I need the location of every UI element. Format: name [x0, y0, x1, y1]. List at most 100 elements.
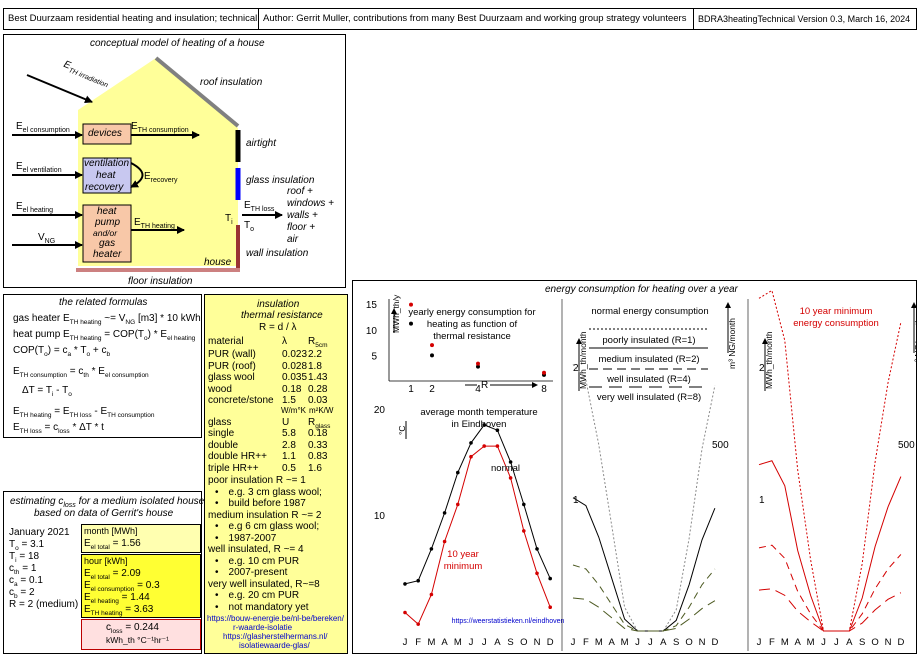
energy-line-2	[758, 544, 902, 632]
param-to: To = 3.1	[9, 539, 45, 552]
temp-point	[508, 476, 513, 480]
th-heating-label: ETH heating	[134, 217, 175, 230]
house-diagram	[12, 56, 283, 272]
link-1b[interactable]: r-waarde-isolatie	[233, 623, 293, 632]
temp-point	[416, 578, 420, 583]
bullet-icon: •	[215, 486, 219, 498]
note-bullet-item: • e.g 6 cm glass wool;	[215, 521, 319, 532]
scatter-y-tick: 15	[366, 300, 378, 311]
loss-target-5: air	[287, 234, 299, 245]
bullet-icon: •	[215, 498, 219, 509]
heatpump-line-3: and/or	[93, 228, 118, 238]
param-cth: cth = 1	[9, 563, 37, 576]
month-label: D	[711, 637, 718, 648]
recovery-arrow	[130, 162, 144, 188]
month-label: A	[795, 637, 802, 648]
month-label: M	[807, 637, 815, 648]
temp-point	[442, 511, 447, 515]
month-label: O	[871, 637, 878, 648]
temp-point	[429, 547, 434, 551]
note-bullet-item: • 2007-present	[215, 567, 287, 578]
glass-insulation-label: glass insulation	[246, 175, 315, 186]
month-label: M	[427, 637, 435, 648]
hour-label: hour [kWh]	[84, 556, 128, 566]
weather-link[interactable]: https://weerstatistieken.nl/eindhoven	[452, 618, 565, 625]
insulation-title-1: insulation	[257, 299, 300, 310]
month-label: A	[441, 637, 448, 648]
note-bullet-item: • e.g. 3 cm glass wool;	[215, 487, 322, 498]
closs-box: closs = 0.244 kWh_th °C⁻¹hr⁻¹	[81, 619, 201, 650]
material-row-3-col-0: wood	[208, 383, 232, 395]
glass-row-3-col-2: 1.6	[308, 462, 322, 474]
scatter-y-arrow-head	[391, 308, 397, 314]
ti-label: Ti	[225, 213, 233, 226]
roof-insulation-line	[154, 56, 240, 128]
loss-target-1: roof +	[287, 186, 313, 197]
scatter-point	[409, 302, 413, 307]
conceptual-model-panel: conceptual model of heating of a house	[3, 34, 346, 288]
temp-y-tick: 10	[374, 511, 386, 522]
note-heading: very well insulated, R~=8	[208, 579, 320, 590]
closs-unit: kWh_th °C⁻¹hr⁻¹	[106, 635, 169, 645]
t2-h-u: U	[282, 417, 290, 428]
glass-row-1-col-0: double	[208, 439, 239, 451]
temp-title-1: average month temperature	[420, 407, 537, 418]
material-row-3-col-2: 0.28	[308, 383, 328, 395]
month-label: O	[520, 637, 527, 648]
glass-row-0-col-1: 5.8	[282, 428, 296, 439]
energy-panel: energy consumption for heating over a ye…	[352, 280, 917, 654]
param-r: R = 2 (medium)	[9, 599, 79, 610]
energy-y-label: MWh_th/month	[764, 331, 774, 389]
heatpump-box	[82, 204, 132, 263]
link-2b[interactable]: isolatiewaarde-glas/	[239, 641, 310, 650]
energy-chart-title: 10 year minimum	[800, 306, 873, 317]
estimating-panel: estimating closs for a medium isolated h…	[3, 491, 204, 654]
link-2a[interactable]: https://glasherstelhermans.nl/	[223, 632, 328, 641]
house-label: house	[204, 257, 232, 268]
month-value: Eel total = 1.56	[84, 538, 141, 551]
t1-h-material: material	[208, 336, 244, 347]
month-label: A	[846, 637, 853, 648]
el-heating-label: Eel heating	[16, 201, 54, 214]
energy-chart-title: normal energy consumption	[591, 306, 708, 317]
note-bullet-item: • build before 1987	[215, 498, 306, 509]
month-label: J	[648, 637, 653, 648]
month-label: M	[621, 637, 629, 648]
material-row-4-col-0: concrete/stone	[208, 395, 274, 406]
header-version: BDRA3heatingTechnical Version 0.3, March…	[693, 8, 917, 30]
scatter-y-tick: 5	[371, 351, 377, 362]
glass-row-2-col-2: 0.83	[308, 451, 328, 462]
t2-h-r: Rglass	[308, 417, 331, 430]
glass-row-3-col-1: 0.5	[282, 462, 296, 474]
glass-row-2-col-0: double HR++	[208, 451, 267, 462]
insulation-title-2: thermal resistance	[241, 310, 323, 321]
month-label: S	[673, 637, 679, 648]
model-title: conceptual model of heating of a house	[90, 38, 265, 49]
month-label: A	[494, 637, 501, 648]
scatter-title: heating as function of	[427, 319, 518, 330]
glass-row-0-col-0: single	[208, 428, 235, 439]
link-1a[interactable]: https://bouw-energie.be/nl-be/bereken/	[207, 614, 344, 623]
material-row-2-col-1: 0.035	[282, 372, 308, 383]
scatter-title: yearly energy consumption for	[408, 307, 535, 318]
note-text: well insulated, R ~= 4	[208, 544, 304, 555]
material-row-3-col-1: 0.18	[282, 383, 302, 395]
month-label: J	[821, 637, 826, 648]
energy-y2-tick: 500	[898, 440, 915, 451]
note-heading: medium insulation R ~= 2	[208, 510, 321, 521]
energy-line-3	[572, 597, 716, 632]
hour-box: hour [kWh] Eel total = 2.09 Eel consumpt…	[81, 554, 201, 618]
scatter-x-label: R	[481, 380, 488, 391]
month-label: J	[403, 637, 408, 648]
temp-point	[535, 571, 539, 576]
hour-value-2: Eel consumption = 0.3	[84, 580, 160, 593]
note-bullet-item: • e.g. 20 cm PUR	[215, 590, 299, 601]
temp-point	[522, 529, 526, 533]
month-label: O	[685, 637, 692, 648]
energy-y2-label: m³ NG/month	[727, 318, 737, 369]
temp-point	[548, 576, 552, 581]
glass-row-2-col-1: 1.1	[282, 451, 296, 462]
temp-point	[456, 502, 460, 507]
formula-heating: ETH heating = ETH loss - ETH consumption	[13, 406, 155, 419]
bullet-icon: •	[215, 555, 219, 567]
